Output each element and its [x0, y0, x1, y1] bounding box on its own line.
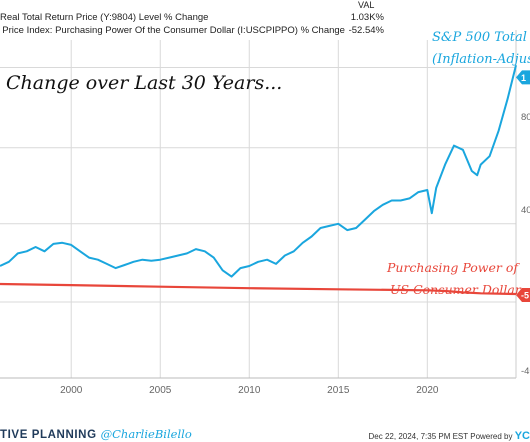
x-tick-label: 2015	[327, 385, 350, 396]
purchasing-power-annotation-line1: Purchasing Power of	[387, 260, 519, 275]
sp500-annotation-line1: S&P 500 Total	[432, 30, 527, 45]
purchasing-power-line	[0, 282, 517, 296]
footer: TIVE PLANNING @CharlieBilello Dec 22, 202…	[0, 426, 530, 442]
legend-text-sp500: Real Total Return Price (Y:9804) Level %…	[0, 12, 209, 23]
value-badge-label: -5	[521, 291, 529, 301]
legend-value-purchasing-power: -52.54%	[348, 25, 384, 36]
value-badges: 1 -5	[516, 70, 530, 303]
sp500-annotation-line2: (Inflation-Adjus	[432, 52, 530, 67]
footer-info: Dec 22, 2024, 7:35 PM EST Powered by YC	[369, 430, 530, 442]
footer-brand-text: TIVE PLANNING	[0, 429, 97, 441]
x-tick-label: 2010	[238, 385, 261, 396]
headline-annotation: Change over Last 30 Years...	[6, 72, 283, 94]
ycharts-logo[interactable]: YC	[514, 430, 530, 442]
footer-brand: TIVE PLANNING @CharlieBilello	[0, 427, 192, 441]
value-badge	[516, 288, 530, 303]
x-tick-label: 2000	[60, 385, 83, 396]
purchasing-power-annotation-line2: US Consumer Dollar	[390, 282, 521, 297]
x-tick-label: 2020	[416, 385, 439, 396]
x-axis-ticks: 2000 2005 2010 2015 2020	[60, 385, 439, 396]
y-tick-label: -40	[521, 366, 530, 377]
legend-text-purchasing-power: umer Price Index: Purchasing Power Of th…	[0, 25, 345, 36]
value-badge-label: 1	[521, 73, 526, 83]
legend-label-sp500: Real Total Return Price (Y:9804) Level %…	[0, 12, 208, 23]
y-tick-label: 80	[521, 112, 530, 123]
y-tick-label: 40	[521, 205, 530, 216]
legend-value-header: VAL	[358, 0, 375, 10]
x-tick-label: 2005	[149, 385, 172, 396]
grid-lines	[0, 30, 517, 379]
footer-powered-by: Powered by	[470, 432, 513, 441]
legend-value-sp500: 1.03K%	[350, 12, 384, 23]
sp500-line	[0, 65, 517, 278]
legend-label-purchasing-power: umer Price Index: Purchasing Power Of th…	[0, 25, 345, 36]
series-lines	[0, 65, 517, 296]
footer-timestamp: Dec 22, 2024, 7:35 PM EST	[368, 432, 468, 441]
footer-handle[interactable]: @CharlieBilello	[100, 427, 192, 441]
value-badge	[516, 70, 530, 85]
y-axis-ticks: 80400.0-40	[521, 112, 530, 377]
